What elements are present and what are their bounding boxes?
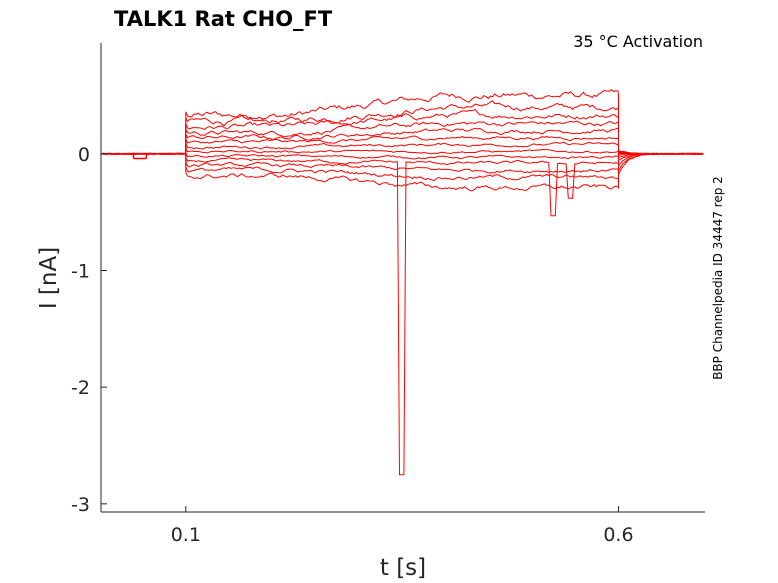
y-tick-label: -3 (71, 494, 90, 516)
y-axis-label: I [nA] (36, 247, 62, 309)
current-trace (100, 151, 704, 160)
channelpedia-id-label: BBP Channelpedia ID 34447 rep 2 (711, 176, 725, 380)
current-trace (100, 100, 704, 172)
current-trace (100, 149, 704, 192)
condition-annotation: 35 °C Activation (573, 32, 703, 51)
current-trace (100, 89, 704, 175)
axes: 0 -1 -2 -3 0.1 0.6 (71, 43, 705, 546)
current-trace (100, 150, 704, 182)
current-trace (100, 151, 704, 476)
current-trace (100, 135, 704, 156)
chart-title: TALK1 Rat CHO_FT (114, 7, 333, 31)
current-trace (100, 127, 704, 158)
x-tick-label: 0.6 (603, 524, 633, 546)
y-ticks: 0 -1 -2 -3 (71, 144, 107, 516)
traces (100, 89, 704, 476)
current-trace (100, 150, 704, 174)
x-axis-label: t [s] (380, 555, 426, 581)
baseline-dip (132, 153, 148, 160)
current-trace (100, 141, 704, 155)
current-trace (100, 120, 704, 162)
y-tick-label: 0 (78, 144, 90, 166)
y-tick-label: -1 (71, 261, 90, 283)
current-trace (100, 109, 704, 167)
x-tick-label: 0.1 (171, 524, 201, 546)
x-ticks: 0.1 0.6 (171, 506, 634, 546)
y-tick-label: -2 (71, 377, 90, 399)
current-trace (100, 147, 704, 155)
